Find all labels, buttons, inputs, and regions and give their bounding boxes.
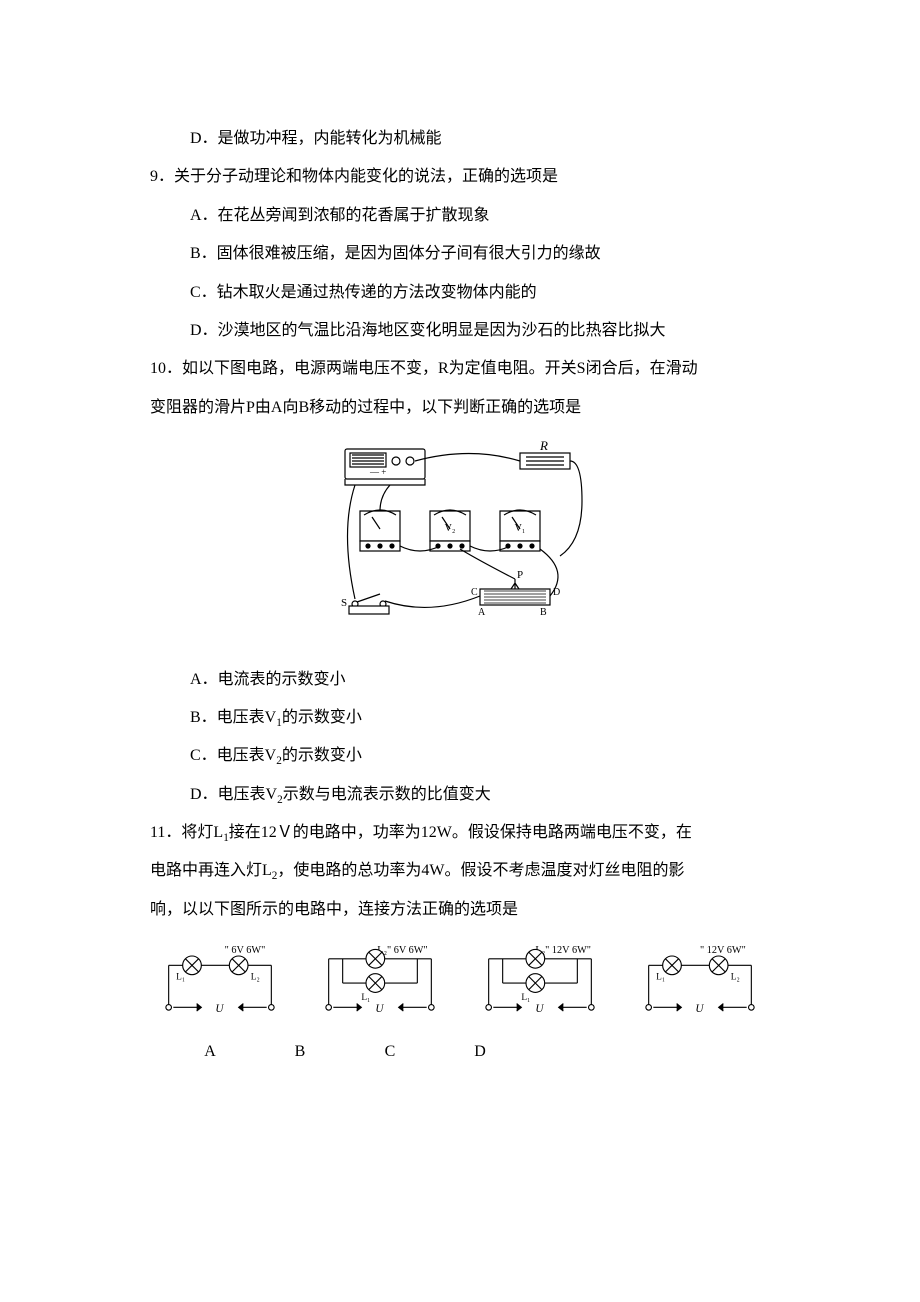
svg-text:V₁: V₁ <box>515 523 526 534</box>
q9-stem: 9．关于分子动理论和物体内能变化的说法，正确的选项是 <box>150 158 770 196</box>
svg-text:L₂: L₂ <box>251 973 260 983</box>
q9-option-c: C．钻木取火是通过热传递的方法改变物体内能的 <box>150 274 770 312</box>
svg-text:U: U <box>215 1003 224 1015</box>
svg-text:L₁: L₁ <box>176 973 185 983</box>
q11-circuit-d: " 12V 6W" L₁ L₂ U <box>630 939 770 1029</box>
svg-text:L₂" 6V 6W": L₂" 6V 6W" <box>377 945 427 956</box>
q10-option-d: D．电压表V2示数与电流表示数的比值变大 <box>150 776 770 814</box>
q11-stem-line1: 11．将灯L1接在12Ｖ的电路中，功率为12W。假设保持电路两端电压不变，在 <box>150 814 770 852</box>
svg-text:S: S <box>341 597 347 609</box>
text: 电路中再连入灯L <box>150 862 272 879</box>
svg-text:B: B <box>540 607 547 618</box>
svg-text:" 6V 6W": " 6V 6W" <box>225 945 266 956</box>
q11-label-c: C <box>380 1033 400 1071</box>
q11-circuit-b: L₂" 6V 6W" L₁ U <box>310 939 450 1029</box>
q11-figure-row: " 6V 6W" L₁ L₂ U L₂" 6V 6W" <box>150 939 770 1029</box>
svg-text:P: P <box>517 569 523 581</box>
q11-stem-line2: 电路中再连入灯L2，使电路的总功率为4W。假设不考虑温度对灯丝电阻的影 <box>150 852 770 890</box>
svg-text:R: R <box>539 441 548 453</box>
q10-option-c: C．电压表V2的示数变小 <box>150 737 770 775</box>
text: D．电压表V <box>190 786 277 803</box>
svg-text:L₁: L₁ <box>361 993 370 1003</box>
svg-text:U: U <box>375 1003 384 1015</box>
q10-figure: — + R <box>150 441 770 646</box>
q10-stem-text1: 10．如以下图电路，电源两端电压不变，R为定值电阻。开关S闭合后，在滑动 <box>150 360 698 377</box>
q10-option-a: A．电流表的示数变小 <box>150 661 770 699</box>
q11-label-d: D <box>470 1033 490 1071</box>
svg-text:L₁: L₁ <box>656 973 665 983</box>
svg-text:V₂: V₂ <box>445 523 456 534</box>
q9-option-a: A．在花丛旁闻到浓郁的花香属于扩散现象 <box>150 197 770 235</box>
q9-option-b: B．固体很难被压缩，是因为固体分子间有很大引力的缘故 <box>150 235 770 273</box>
q10-stem-line1: 10．如以下图电路，电源两端电压不变，R为定值电阻。开关S闭合后，在滑动 <box>150 350 770 388</box>
q11-label-a: A <box>200 1033 220 1071</box>
q10-option-b: B．电压表V1的示数变小 <box>150 699 770 737</box>
q9-option-d: D．沙漠地区的气温比沿海地区变化明显是因为沙石的比热容比拟大 <box>150 312 770 350</box>
svg-text:L₁: L₁ <box>521 993 530 1003</box>
q11-stem-line3: 响，以以下图所示的电路中，连接方法正确的选项是 <box>150 891 770 929</box>
svg-text:" 12V 6W": " 12V 6W" <box>700 945 746 956</box>
svg-text:C: C <box>471 587 478 598</box>
text: 的示数变小 <box>282 747 362 764</box>
text: 示数与电流表示数的比值变大 <box>283 786 491 803</box>
svg-text:L₂: L₂ <box>731 973 740 983</box>
svg-text:D: D <box>553 587 560 598</box>
text: C．电压表V <box>190 747 276 764</box>
q11-circuit-c: L₂" 12V 6W" L₁ U <box>470 939 610 1029</box>
svg-text:U: U <box>535 1003 544 1015</box>
text: B．电压表V <box>190 709 276 726</box>
q11-circuit-a: " 6V 6W" L₁ L₂ U <box>150 939 290 1029</box>
text: ，使电路的总功率为4W。假设不考虑温度对灯丝电阻的影 <box>277 862 684 879</box>
text: 接在12Ｖ的电路中，功率为12W。假设保持电路两端电压不变，在 <box>229 824 692 841</box>
text: 的示数变小 <box>282 709 362 726</box>
q8-option-d: D．是做功冲程，内能转化为机械能 <box>150 120 770 158</box>
svg-text:A: A <box>478 607 486 618</box>
svg-text:U: U <box>695 1003 704 1015</box>
q10-stem-line2: 变阻器的滑片P由A向B移动的过程中，以下判断正确的选项是 <box>150 389 770 427</box>
q11-option-labels: A B C D <box>150 1033 770 1071</box>
exam-page: D．是做功冲程，内能转化为机械能 9．关于分子动理论和物体内能变化的说法，正确的… <box>0 0 920 1302</box>
q10-circuit-diagram: — + R <box>330 441 590 631</box>
text: 11．将灯L <box>150 824 223 841</box>
svg-text:— +: — + <box>369 467 386 477</box>
q11-label-b: B <box>290 1033 310 1071</box>
